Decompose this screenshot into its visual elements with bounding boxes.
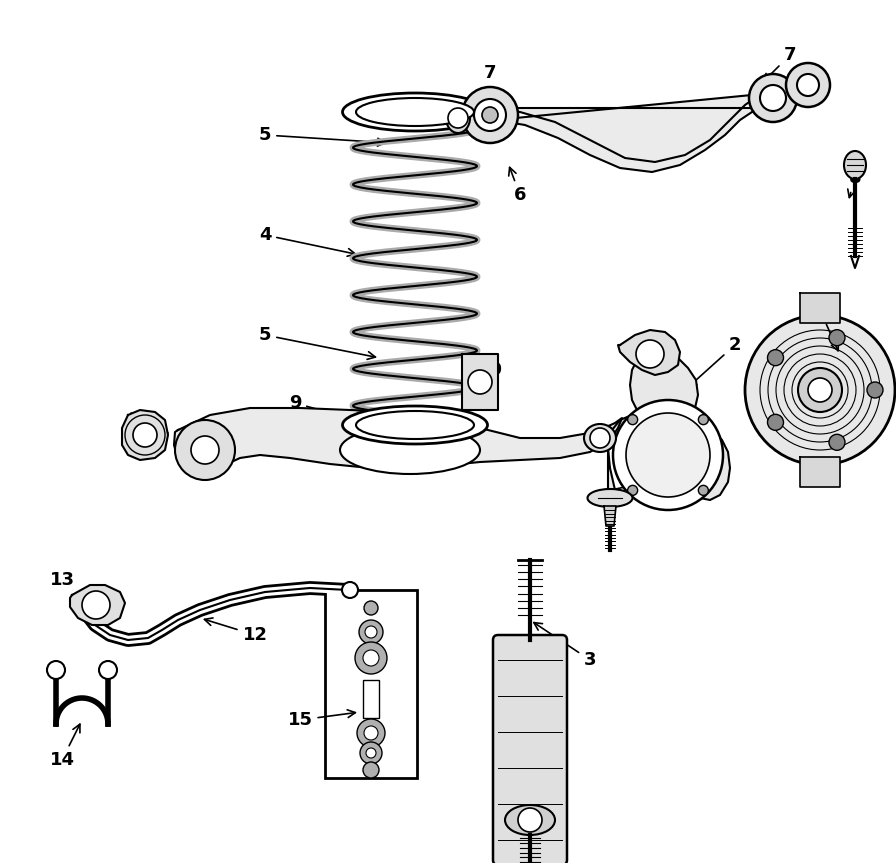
Circle shape [99, 661, 117, 679]
Polygon shape [174, 408, 622, 475]
Text: 3: 3 [534, 622, 596, 669]
Circle shape [745, 315, 895, 465]
Ellipse shape [588, 489, 633, 507]
Text: 14: 14 [49, 724, 80, 769]
Circle shape [626, 413, 710, 497]
Text: 7: 7 [484, 64, 498, 105]
Circle shape [768, 350, 783, 366]
Circle shape [366, 748, 376, 758]
Ellipse shape [340, 426, 480, 474]
Circle shape [768, 414, 783, 431]
Text: 12: 12 [204, 618, 268, 644]
Circle shape [468, 370, 492, 394]
Bar [325, 590, 417, 778]
Circle shape [365, 626, 377, 638]
Text: 8: 8 [848, 169, 861, 198]
Ellipse shape [844, 151, 866, 179]
Ellipse shape [584, 424, 616, 452]
Ellipse shape [505, 805, 555, 835]
Circle shape [518, 808, 542, 832]
Circle shape [627, 485, 638, 495]
Text: 5: 5 [259, 326, 375, 359]
Circle shape [363, 762, 379, 778]
Circle shape [175, 420, 235, 480]
Polygon shape [492, 94, 762, 172]
Circle shape [82, 591, 110, 619]
Circle shape [808, 378, 832, 402]
Ellipse shape [342, 406, 487, 444]
Circle shape [786, 63, 830, 107]
Circle shape [636, 340, 664, 368]
Circle shape [355, 642, 387, 674]
Polygon shape [608, 352, 730, 510]
Text: 1: 1 [814, 301, 839, 350]
Ellipse shape [356, 411, 474, 439]
Text: 2: 2 [688, 336, 741, 387]
Polygon shape [604, 506, 616, 526]
Text: 6: 6 [509, 167, 526, 204]
Circle shape [363, 650, 379, 666]
Ellipse shape [446, 103, 470, 133]
Circle shape [191, 436, 219, 464]
Circle shape [798, 368, 842, 412]
Text: 10: 10 [127, 411, 168, 433]
Polygon shape [800, 293, 840, 323]
Text: 4: 4 [259, 226, 356, 256]
Polygon shape [122, 410, 168, 460]
Circle shape [360, 742, 382, 764]
Circle shape [829, 330, 845, 346]
Circle shape [482, 107, 498, 123]
Bar [363, 680, 379, 718]
FancyBboxPatch shape [493, 635, 567, 863]
Circle shape [133, 423, 157, 447]
Polygon shape [800, 457, 840, 487]
Circle shape [364, 601, 378, 615]
Circle shape [760, 85, 786, 111]
Circle shape [47, 661, 65, 679]
Circle shape [698, 414, 709, 425]
Text: 13: 13 [49, 571, 82, 603]
Polygon shape [70, 585, 125, 625]
Text: 5: 5 [259, 126, 385, 146]
Text: 11: 11 [615, 488, 668, 509]
Circle shape [342, 582, 358, 598]
Circle shape [613, 400, 723, 510]
Circle shape [364, 726, 378, 740]
Circle shape [590, 428, 610, 448]
Text: 10: 10 [478, 361, 503, 385]
Circle shape [359, 620, 383, 644]
Circle shape [357, 719, 385, 747]
Circle shape [749, 74, 797, 122]
Circle shape [698, 485, 709, 495]
Ellipse shape [342, 93, 487, 131]
Polygon shape [462, 354, 498, 410]
Circle shape [797, 74, 819, 96]
Polygon shape [618, 330, 680, 375]
Circle shape [448, 108, 468, 128]
Text: 9: 9 [289, 394, 340, 418]
Circle shape [474, 99, 506, 131]
Text: 7: 7 [763, 46, 797, 82]
Circle shape [627, 414, 638, 425]
Circle shape [829, 434, 845, 450]
Circle shape [462, 87, 518, 143]
Ellipse shape [356, 98, 474, 126]
Text: 15: 15 [288, 709, 356, 729]
Circle shape [867, 382, 883, 398]
